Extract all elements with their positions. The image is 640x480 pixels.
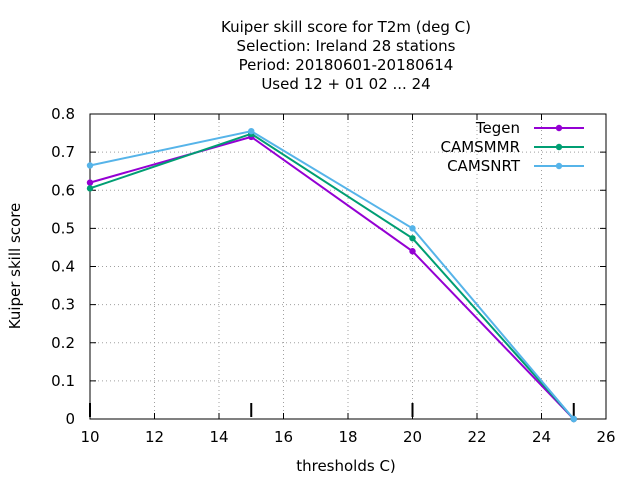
x-tick-label: 20: [403, 428, 422, 446]
x-tick-label: 22: [467, 428, 486, 446]
legend-label: Tegen: [475, 119, 520, 137]
data-point-camsmmr: [409, 235, 416, 242]
y-tick-label: 0.4: [51, 258, 75, 276]
x-tick-label: 16: [274, 428, 293, 446]
y-tick-label: 0.1: [51, 372, 75, 390]
x-tick-label: 26: [596, 428, 615, 446]
series-line-camsmmr: [89, 132, 575, 420]
grid: [90, 114, 606, 419]
legend-label: CAMSNRT: [447, 157, 521, 175]
y-tick-label: 0.5: [51, 219, 75, 237]
data-point-camsmmr: [86, 185, 94, 192]
title-line: Kuiper skill score for T2m (deg C): [221, 18, 471, 36]
data-point-camsnrt: [570, 415, 577, 423]
x-tick-label: 18: [338, 428, 357, 446]
chart-title: Kuiper skill score for T2m (deg C)Select…: [221, 18, 471, 93]
legend-marker: [555, 143, 563, 151]
legend-label: CAMSMMR: [440, 138, 520, 156]
y-tick-label: 0.2: [51, 334, 75, 352]
x-tick-label: 24: [532, 428, 551, 446]
legend-marker: [555, 124, 563, 132]
y-tick-label: 0: [65, 410, 75, 428]
title-line: Selection: Ireland 28 stations: [237, 37, 456, 55]
series-group: [86, 127, 577, 423]
data-point-camsnrt: [86, 162, 94, 169]
y-tick-label: 0.7: [51, 143, 75, 161]
title-line: Used 12 + 01 02 ... 24: [261, 75, 430, 93]
series-line-tegen: [89, 135, 575, 420]
x-axis-label: thresholds C): [296, 457, 396, 475]
y-axis-label: Kuiper skill score: [6, 203, 24, 330]
title-line: Period: 20180601-20180614: [239, 56, 454, 74]
x-tick-label: 14: [209, 428, 228, 446]
x-tick-label: 10: [80, 428, 99, 446]
data-point-camsnrt: [248, 127, 255, 135]
legend-marker: [555, 162, 563, 170]
data-point-tegen: [86, 179, 94, 186]
axis-ticks: 10 12 14 16 18 20 22 24 26 0 0.1 0.2 0.3 0.4 0.5 0.6 0.7…: [51, 105, 615, 446]
y-tick-label: 0.8: [51, 105, 75, 123]
y-tick-label: 0.3: [51, 296, 75, 314]
data-point-tegen: [409, 248, 416, 255]
data-point-camsnrt: [409, 225, 416, 232]
y-tick-label: 0.6: [51, 181, 75, 199]
series-line-camsnrt: [89, 130, 575, 420]
x-tick-label: 12: [145, 428, 164, 446]
